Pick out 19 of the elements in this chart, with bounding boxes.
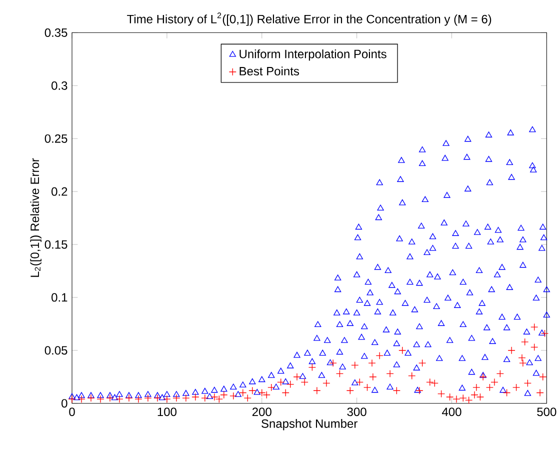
chart-title: Time History of L$^{2}$([0,1]) Relative Error in the Concentration y (M = 6) [127, 12, 492, 26]
y-tick-label: 0.05 [44, 346, 68, 355]
y-tick-label: 0.1 [52, 293, 68, 302]
x-tick-label: 400 [442, 408, 462, 416]
y-tick-label: 0.25 [44, 134, 68, 143]
y-tick-label: 0 [62, 399, 68, 408]
y-tick-label: 0.3 [52, 81, 68, 90]
legend-label: Uniform Interpolation Points [240, 49, 386, 61]
x-tick-label: 100 [158, 408, 176, 416]
x-tick-label: 200 [252, 408, 272, 416]
x-axis-title: Snapshot Number [262, 419, 358, 430]
x-tick-label: 500 [537, 408, 556, 416]
x-tick-label: 300 [347, 408, 366, 416]
y-tick-label: 0.35 [44, 28, 68, 37]
x-tick-label: 0 [69, 408, 75, 416]
y-tick-label: 0.2 [52, 187, 68, 196]
y-tick-label: 0.15 [44, 240, 68, 249]
y-axis-title: L$_{2}$([0,1]) Relative Error [30, 158, 42, 277]
legend-label: Best Points [240, 66, 300, 76]
